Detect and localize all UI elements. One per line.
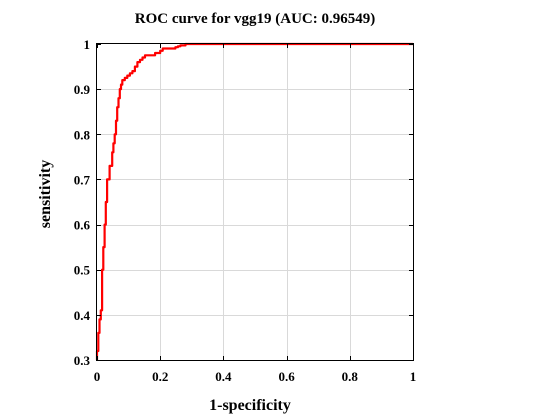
y-tick-label: 0.7	[74, 172, 91, 187]
y-tick-label: 1	[84, 37, 91, 52]
y-tick-label: 0.3	[74, 353, 91, 368]
plot-frame	[96, 43, 414, 361]
y-tick-label: 0.6	[74, 218, 91, 233]
x-tick-label: 1	[410, 369, 417, 384]
x-tick-label: 0.8	[342, 369, 359, 384]
x-tick-label: 0.4	[215, 369, 232, 384]
grid-lines	[97, 44, 413, 360]
y-tick-label: 0.4	[74, 308, 91, 323]
roc-curve-layer	[95, 42, 413, 360]
axis-ticks: 0 0.2 0.4 0.6 0.8 1 0.3 0.4 0.5 0.6 0.7 0.8 0.9 1	[74, 37, 417, 384]
x-axis-label: 1-specificity	[209, 397, 291, 414]
y-tick-label: 0.8	[74, 127, 91, 142]
x-tick-label: 0.6	[278, 369, 295, 384]
x-tick-label: 0.2	[152, 369, 168, 384]
y-tick-label: 0.5	[74, 263, 91, 278]
y-tick-label: 0.9	[74, 82, 91, 97]
y-axis-label: sensitivity	[37, 160, 54, 228]
chart-title: ROC curve for vgg19 (AUC: 0.96549)	[135, 11, 376, 27]
roc-curve-line	[95, 42, 413, 360]
x-tick-label: 0	[94, 369, 101, 384]
